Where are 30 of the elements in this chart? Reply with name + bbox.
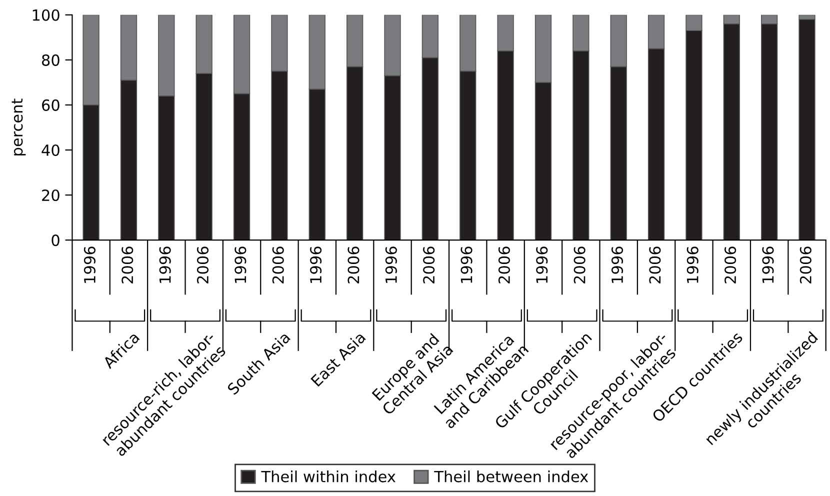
x-tick-label: 2006 (649, 246, 661, 284)
y-tick-label: 40 (42, 144, 60, 156)
bar (798, 18, 816, 240)
y-tick-label: 100 (32, 9, 60, 21)
x-tick-label: 2006 (348, 246, 360, 284)
legend-label: Theil within index (261, 470, 396, 482)
x-tick-label: 1996 (234, 246, 246, 283)
y-tick-label: 0 (52, 234, 60, 246)
x-tick-label: 1996 (762, 246, 774, 283)
x-tick-label: 1996 (84, 246, 96, 283)
legend-label: Theil between index (434, 470, 588, 482)
x-tick-label: 2006 (574, 246, 586, 284)
y-axis-title: percent (12, 98, 26, 156)
x-tick-label: 2006 (272, 246, 284, 284)
x-tick-label: 2006 (724, 246, 736, 284)
x-tick-label: 2006 (196, 246, 209, 284)
x-tick-label: 1996 (385, 246, 397, 283)
x-tick-label: 1996 (536, 246, 548, 283)
x-tick-label: 1996 (686, 246, 698, 283)
x-tick-label: 1996 (310, 246, 322, 283)
y-tick-label: 60 (42, 99, 60, 111)
x-tick-label: 2006 (423, 246, 435, 284)
x-tick-label: 1996 (159, 246, 171, 283)
x-tick-label: 2006 (800, 246, 812, 284)
y-tick-label: 20 (42, 189, 60, 202)
x-tick-label: 2006 (498, 246, 510, 284)
x-tick-label: 1996 (611, 246, 624, 283)
y-tick-label: 80 (42, 54, 60, 66)
x-tick-label: 2006 (122, 246, 134, 284)
x-tick-label: 1996 (460, 246, 472, 283)
